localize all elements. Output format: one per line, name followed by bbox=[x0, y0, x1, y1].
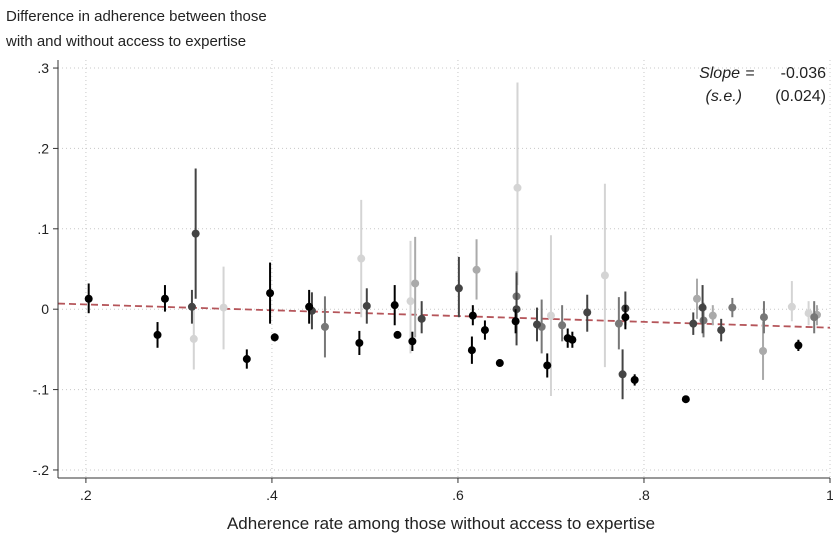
data-point bbox=[717, 326, 726, 335]
data-point bbox=[270, 333, 279, 342]
data-point bbox=[408, 337, 417, 346]
x-tick-label: .8 bbox=[638, 487, 650, 503]
data-point bbox=[708, 311, 717, 320]
data-point bbox=[406, 297, 415, 306]
data-point bbox=[810, 313, 819, 322]
y-tick-label: .2 bbox=[37, 140, 49, 156]
data-point bbox=[621, 313, 630, 322]
data-point bbox=[242, 355, 251, 364]
y-tick-label: .1 bbox=[37, 221, 49, 237]
x-tick-label: .2 bbox=[80, 487, 92, 503]
x-tick-label: .6 bbox=[452, 487, 464, 503]
y-tick-label: -.2 bbox=[33, 462, 50, 478]
data-point bbox=[689, 319, 698, 328]
data-point bbox=[480, 326, 489, 335]
data-point bbox=[411, 279, 420, 288]
y-tick-label: -.1 bbox=[33, 382, 50, 398]
slope-value: -0.036 bbox=[781, 65, 826, 82]
data-point bbox=[698, 303, 707, 312]
data-point bbox=[305, 302, 314, 311]
slope-label: Slope bbox=[699, 65, 740, 82]
y-axis-label-line-2: with and without access to expertise bbox=[5, 33, 246, 50]
data-point bbox=[187, 302, 196, 311]
data-point bbox=[467, 346, 476, 355]
se-label: (s.e.) bbox=[706, 88, 742, 105]
x-tick-label: .4 bbox=[266, 487, 278, 503]
data-point bbox=[804, 309, 813, 318]
slope-equals: = bbox=[745, 65, 754, 82]
data-point bbox=[191, 229, 200, 238]
data-point bbox=[393, 330, 402, 339]
data-point bbox=[630, 375, 639, 384]
data-point bbox=[454, 284, 463, 293]
gridlines bbox=[58, 60, 831, 478]
data-point bbox=[600, 271, 609, 280]
x-axis-label: Adherence rate among those without acces… bbox=[227, 514, 655, 533]
data-point bbox=[728, 303, 737, 312]
data-point bbox=[692, 294, 701, 303]
y-tick-label: 0 bbox=[41, 301, 49, 317]
data-point bbox=[543, 361, 552, 370]
data-point bbox=[511, 317, 520, 326]
data-point bbox=[468, 311, 477, 320]
data-point bbox=[219, 303, 228, 312]
data-point bbox=[160, 294, 169, 303]
data-point bbox=[759, 346, 768, 355]
data-point bbox=[417, 314, 426, 323]
data-point bbox=[472, 265, 481, 274]
data-point bbox=[681, 395, 690, 404]
axes: .2 .4 .6 .8 1 -.2 -.1 0 .1 .2 .3 bbox=[33, 60, 833, 503]
y-tick-label: .3 bbox=[37, 60, 49, 76]
data-point bbox=[546, 311, 555, 320]
points-layer bbox=[84, 82, 821, 404]
data-point bbox=[583, 308, 592, 317]
data-point bbox=[357, 254, 366, 263]
data-point bbox=[533, 320, 542, 329]
data-point bbox=[618, 370, 627, 379]
data-point bbox=[390, 301, 399, 310]
data-point bbox=[84, 294, 93, 303]
data-point bbox=[794, 341, 803, 350]
data-point bbox=[355, 338, 364, 347]
data-point bbox=[320, 322, 329, 331]
data-point bbox=[513, 183, 522, 192]
data-point bbox=[759, 313, 768, 322]
data-point bbox=[153, 330, 162, 339]
data-point bbox=[787, 302, 796, 311]
data-point bbox=[558, 321, 567, 330]
data-point bbox=[189, 334, 198, 343]
data-point bbox=[266, 289, 275, 298]
data-point bbox=[495, 359, 504, 368]
data-point bbox=[568, 335, 577, 344]
data-point bbox=[362, 301, 371, 310]
x-tick-label: 1 bbox=[826, 487, 833, 503]
se-value: (0.024) bbox=[775, 88, 826, 105]
data-point bbox=[614, 319, 623, 328]
y-axis-label-line-1: Difference in adherence between those bbox=[6, 8, 267, 25]
